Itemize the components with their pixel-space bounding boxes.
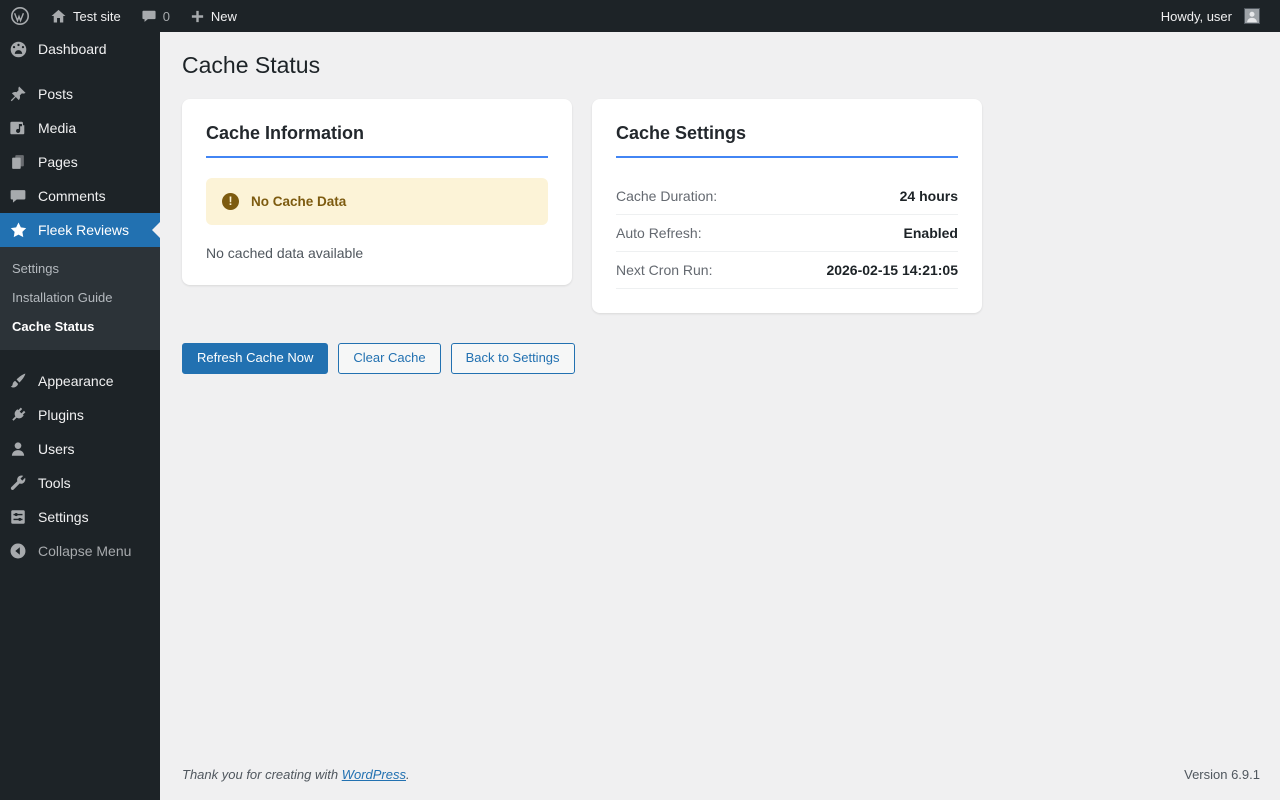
back-to-settings-button[interactable]: Back to Settings	[450, 343, 575, 374]
cards-row: Cache Information ! No Cache Data No cac…	[182, 99, 1260, 313]
pushpin-icon	[8, 84, 28, 104]
fleek-reviews-submenu: Settings Installation Guide Cache Status	[0, 247, 160, 350]
my-account-menu[interactable]: Howdy, user	[1151, 0, 1270, 32]
admin-bar: Test site 0 New Howdy, user	[0, 0, 1280, 32]
site-name-label: Test site	[73, 8, 121, 24]
warning-title: No Cache Data	[251, 194, 347, 209]
actions-row: Refresh Cache Now Clear Cache Back to Se…	[182, 343, 1260, 374]
setting-row-auto-refresh: Auto Refresh: Enabled	[616, 215, 958, 252]
sidebar-item-label: Settings	[38, 509, 89, 525]
star-icon	[8, 220, 28, 240]
menu-separator	[0, 350, 160, 364]
new-label: New	[210, 8, 237, 24]
sidebar-item-comments[interactable]: Comments	[0, 179, 160, 213]
collapse-icon	[8, 541, 28, 561]
sidebar-item-tools[interactable]: Tools	[0, 466, 160, 500]
sidebar-item-label: Dashboard	[38, 41, 107, 57]
home-icon	[50, 8, 67, 25]
sidebar-item-users[interactable]: Users	[0, 432, 160, 466]
wordpress-logo-menu[interactable]	[0, 0, 40, 32]
setting-row-next-cron-run: Next Cron Run: 2026-02-15 14:21:05	[616, 252, 958, 289]
admin-bar-right: Howdy, user	[1151, 0, 1270, 32]
setting-value: 2026-02-15 14:21:05	[826, 262, 958, 278]
footer-thanks-suffix: .	[406, 767, 410, 782]
no-cache-warning: ! No Cache Data	[206, 178, 548, 225]
media-icon	[8, 118, 28, 138]
sidebar-item-appearance[interactable]: Appearance	[0, 364, 160, 398]
refresh-cache-button[interactable]: Refresh Cache Now	[182, 343, 329, 374]
comments-icon	[8, 186, 28, 206]
sidebar-item-label: Users	[38, 441, 75, 457]
footer-thanks: Thank you for creating with WordPress.	[182, 767, 410, 782]
empty-cache-message: No cached data available	[206, 245, 364, 261]
warning-icon: !	[222, 193, 239, 210]
wordpress-logo-icon	[10, 6, 30, 26]
sidebar-item-label: Tools	[38, 475, 71, 491]
menu-separator	[0, 66, 160, 77]
page-title: Cache Status	[182, 52, 321, 78]
sidebar-item-label: Plugins	[38, 407, 84, 423]
sidebar-item-label: Comments	[38, 188, 106, 204]
sidebar-item-label: Pages	[38, 154, 78, 170]
setting-row-cache-duration: Cache Duration: 24 hours	[616, 178, 958, 215]
pages-icon	[8, 152, 28, 172]
sidebar-item-label: Posts	[38, 86, 74, 102]
sidebar-item-label: Media	[38, 120, 77, 136]
user-icon	[8, 439, 28, 459]
sidebar-item-settings[interactable]: Settings	[0, 500, 160, 534]
footer-thanks-prefix: Thank you for creating with	[182, 767, 342, 782]
sidebar-item-label: Collapse Menu	[38, 543, 132, 559]
submenu-item-settings[interactable]: Settings	[12, 261, 59, 276]
cache-information-title: Cache Information	[206, 123, 548, 158]
howdy-label: Howdy, user	[1160, 8, 1232, 24]
setting-value: 24 hours	[899, 188, 958, 204]
sidebar-item-fleek-reviews[interactable]: Fleek Reviews	[0, 213, 160, 247]
comments-count: 0	[162, 8, 170, 24]
submenu-item-installation-guide[interactable]: Installation Guide	[12, 290, 113, 305]
dashboard-icon	[8, 39, 28, 59]
admin-bar-left: Test site 0 New	[0, 0, 247, 32]
sidebar-item-dashboard[interactable]: Dashboard	[0, 32, 160, 66]
setting-label: Next Cron Run:	[616, 262, 713, 278]
setting-value: Enabled	[903, 225, 958, 241]
new-content-menu[interactable]: New	[180, 0, 247, 32]
sidebar-item-media[interactable]: Media	[0, 111, 160, 145]
sliders-icon	[8, 507, 28, 527]
wrench-icon	[8, 473, 28, 493]
current-menu-arrow	[152, 222, 160, 238]
admin-footer: Thank you for creating with WordPress. V…	[182, 767, 1260, 790]
cache-information-card: Cache Information ! No Cache Data No cac…	[182, 99, 572, 285]
admin-sidebar: Dashboard Posts Media Pages	[0, 32, 160, 800]
main-content: Cache Status Cache Information ! No Cach…	[160, 0, 1280, 800]
site-name-menu[interactable]: Test site	[40, 0, 131, 32]
cache-settings-title: Cache Settings	[616, 123, 958, 158]
cache-settings-card: Cache Settings Cache Duration: 24 hours …	[592, 99, 982, 313]
submenu-item-cache-status[interactable]: Cache Status	[12, 319, 95, 334]
avatar	[1244, 8, 1260, 24]
setting-label: Auto Refresh:	[616, 225, 702, 241]
sidebar-item-pages[interactable]: Pages	[0, 145, 160, 179]
plus-icon	[190, 9, 205, 24]
collapse-menu-button[interactable]: Collapse Menu	[0, 534, 160, 568]
brush-icon	[8, 371, 28, 391]
footer-version: Version 6.9.1	[1184, 767, 1260, 782]
sidebar-item-posts[interactable]: Posts	[0, 77, 160, 111]
comment-bubble-icon	[141, 8, 157, 24]
comments-menu[interactable]: 0	[131, 0, 180, 32]
clear-cache-button[interactable]: Clear Cache	[338, 343, 441, 374]
sidebar-item-plugins[interactable]: Plugins	[0, 398, 160, 432]
wordpress-link[interactable]: WordPress	[341, 767, 406, 782]
sidebar-item-label: Appearance	[38, 373, 114, 389]
setting-label: Cache Duration:	[616, 188, 718, 204]
plug-icon	[8, 405, 28, 425]
sidebar-item-label: Fleek Reviews	[38, 222, 130, 238]
